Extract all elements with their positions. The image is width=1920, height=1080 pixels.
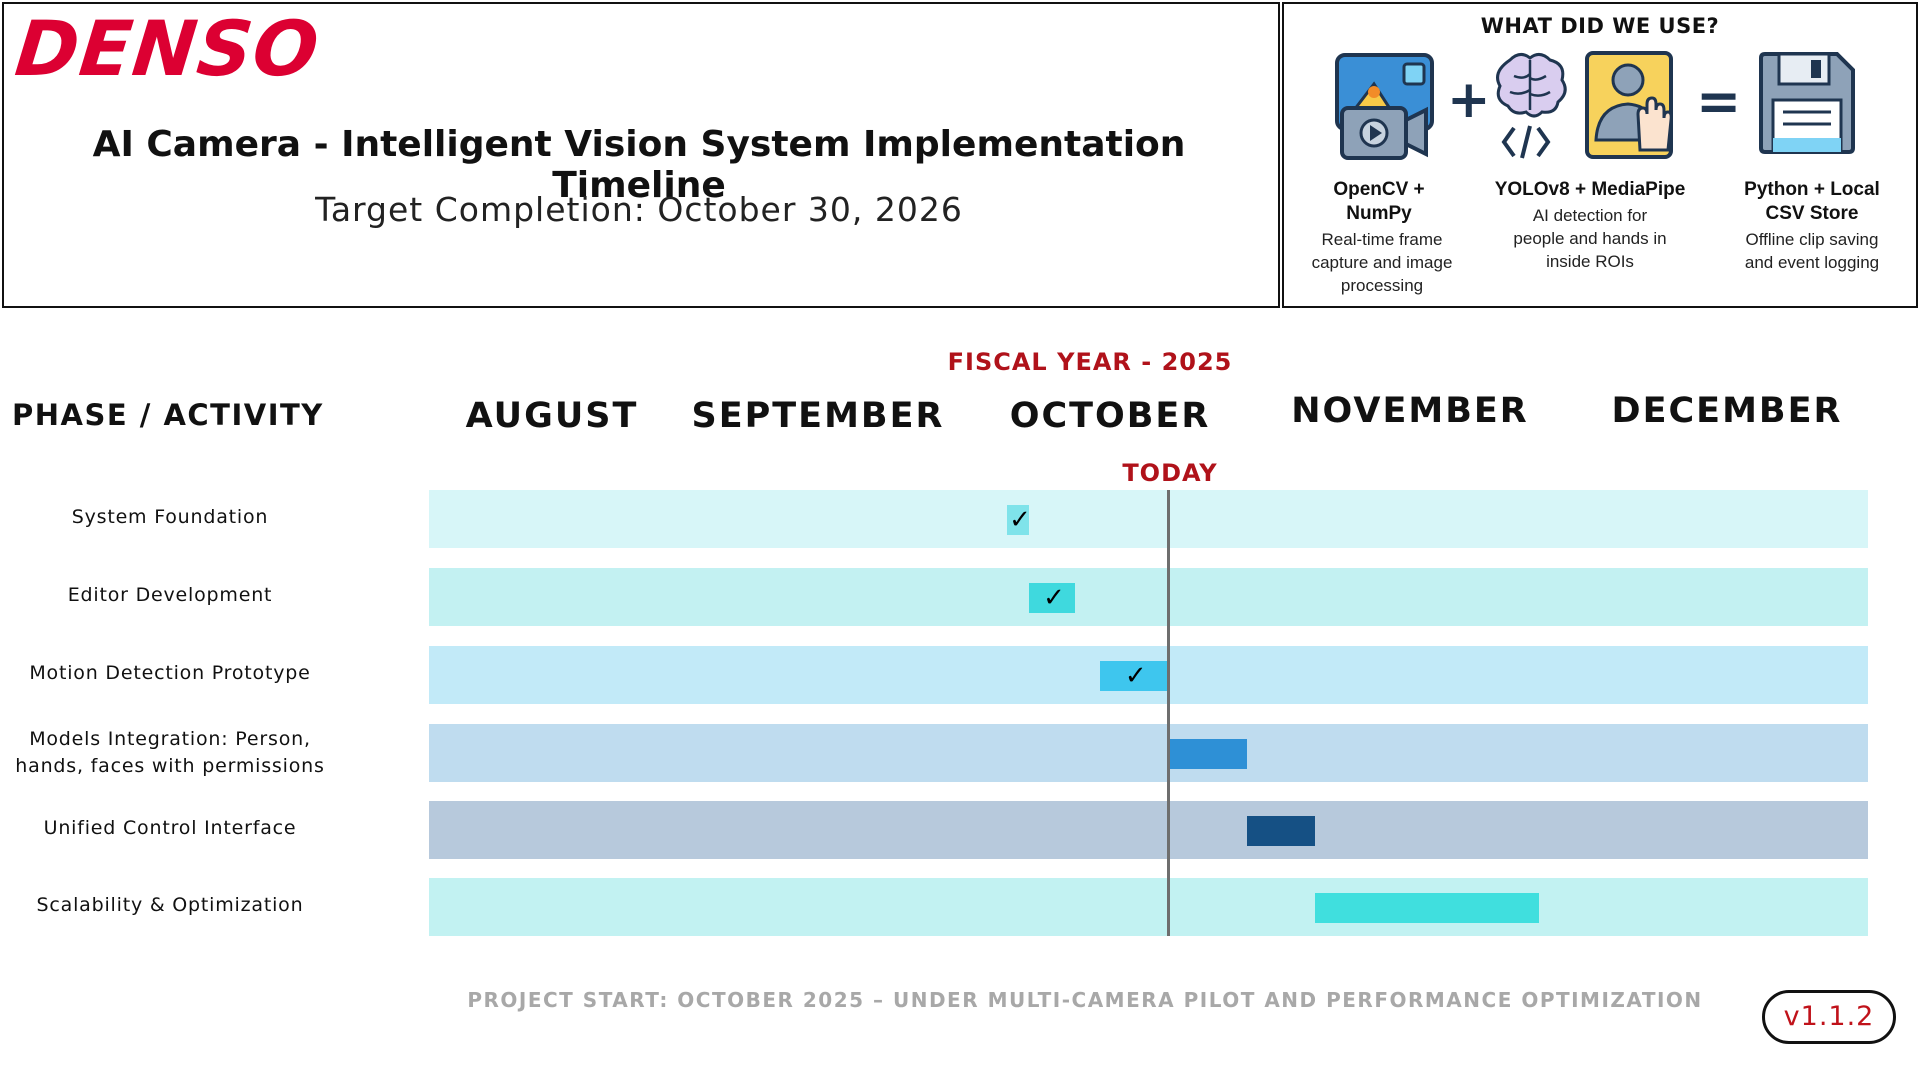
denso-logo: DENSO: [11, 4, 324, 93]
month-label-september: SEPTEMBER: [691, 396, 945, 436]
check-icon: ✓: [1009, 505, 1031, 535]
check-icon: ✓: [1124, 661, 1147, 691]
person-hand-icon: [1585, 51, 1673, 159]
timeline-row-band: [429, 878, 1868, 936]
equals-sign: =: [1696, 70, 1742, 133]
tool-name-line: CSV Store: [1765, 203, 1859, 224]
project-start-note: PROJECT START: OCTOBER 2025 – UNDER MULT…: [467, 988, 1703, 1012]
tool-desc-line: and event logging: [1744, 253, 1880, 272]
tool-name-line: YOLOv8 + MediaPipe: [1494, 179, 1686, 200]
task-bar: [1028, 583, 1076, 613]
today-marker-line: [1167, 490, 1170, 936]
month-label-october: OCTOBER: [1009, 396, 1211, 436]
phase-label: Editor Development: [67, 584, 273, 606]
version-badge: v1.1.2: [1762, 990, 1896, 1044]
tool-opencv-desc: Real-time frame capture and image proces…: [1298, 228, 1466, 297]
month-label-august: AUGUST: [465, 396, 639, 436]
phase-label: Models Integration: Person, hands, faces …: [10, 726, 330, 780]
timeline-row-band: [429, 724, 1868, 782]
floppy-disk-icon: [1759, 52, 1855, 154]
task-bar: [1007, 505, 1029, 535]
timeline-row-band: [429, 490, 1868, 548]
tool-desc-line: people and hands in: [1513, 229, 1667, 248]
page-title: AI Camera - Intelligent Vision System Im…: [92, 124, 1186, 206]
tool-python-name: Python + Local CSV Store: [1728, 178, 1896, 226]
tool-opencv-name: OpenCV + NumPy: [1304, 178, 1454, 226]
phase-activity-header: PHASE / ACTIVITY: [12, 398, 324, 432]
fiscal-year-label: FISCAL YEAR - 2025: [947, 348, 1233, 376]
timeline-row-band: [429, 801, 1868, 859]
tool-yolo-name: YOLOv8 + MediaPipe: [1490, 178, 1690, 202]
tool-name-line: OpenCV +: [1333, 179, 1425, 200]
task-bar: [1315, 893, 1539, 923]
tool-yolo-desc: AI detection for people and hands in ins…: [1494, 204, 1686, 273]
tool-desc-line: capture and image: [1311, 253, 1453, 272]
tools-heading: WHAT DID WE USE?: [1480, 14, 1720, 38]
tool-desc-line: Offline clip saving: [1745, 230, 1879, 249]
tool-desc-line: inside ROIs: [1546, 252, 1634, 271]
task-bar: [1167, 739, 1247, 769]
phase-label: Unified Control Interface: [43, 817, 297, 839]
check-icon: ✓: [1043, 583, 1065, 613]
plus-sign: +: [1447, 70, 1491, 130]
month-label-december: DECEMBER: [1611, 391, 1843, 431]
tool-desc-line: AI detection for: [1532, 206, 1648, 225]
task-bar: [1099, 661, 1168, 691]
phase-label: Motion Detection Prototype: [29, 662, 311, 684]
month-label-november: NOVEMBER: [1291, 391, 1529, 431]
tool-name-line: NumPy: [1346, 203, 1412, 224]
image-video-icon: [1335, 53, 1434, 160]
phase-label: Scalability & Optimization: [36, 894, 304, 916]
target-completion: Target Completion: October 30, 2026: [315, 190, 963, 229]
timeline-row-band: [429, 568, 1868, 626]
tools-panel: [1282, 2, 1918, 308]
brain-code-icon: [1496, 53, 1567, 159]
today-label: TODAY: [1122, 459, 1218, 487]
task-bar: [1246, 816, 1316, 846]
phase-label-line: hands, faces with permissions: [15, 755, 325, 777]
title-panel: [2, 2, 1280, 308]
phase-label: System Foundation: [71, 506, 269, 528]
tool-name-line: Python + Local: [1744, 179, 1880, 200]
phase-label-line: Models Integration: Person,: [29, 728, 311, 750]
tool-desc-line: processing: [1340, 276, 1424, 295]
tool-python-desc: Offline clip saving and event logging: [1726, 228, 1898, 274]
tool-desc-line: Real-time frame: [1321, 230, 1443, 249]
